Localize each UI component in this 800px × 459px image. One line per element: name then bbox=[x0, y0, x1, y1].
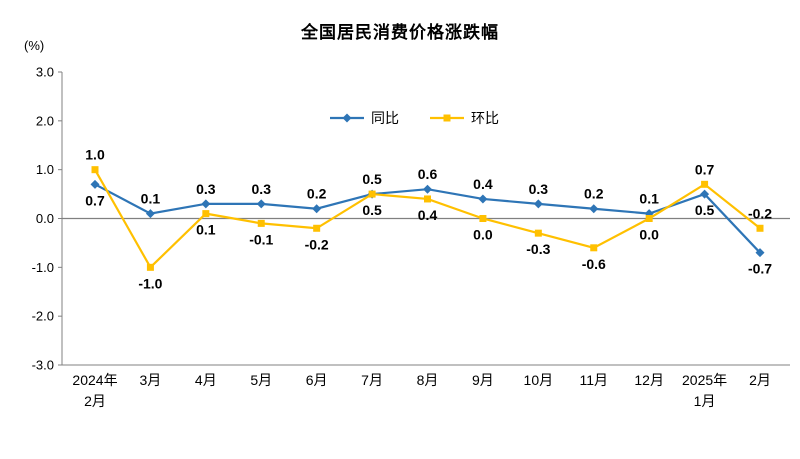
marker-diamond bbox=[755, 248, 765, 258]
marker-diamond bbox=[589, 204, 599, 214]
marker-square bbox=[91, 166, 99, 174]
data-label: 0.5 bbox=[362, 202, 382, 218]
y-tick-label: 0.0 bbox=[36, 211, 54, 226]
marker-square bbox=[534, 229, 542, 237]
x-category-label: 10月 bbox=[524, 372, 554, 388]
marker-square bbox=[146, 263, 154, 271]
x-category-label: 2025年 bbox=[682, 372, 727, 388]
data-label: -0.7 bbox=[748, 261, 772, 277]
data-label: 0.3 bbox=[529, 181, 549, 197]
legend: 同比 环比 bbox=[330, 110, 499, 126]
x-category-label: 4月 bbox=[195, 372, 217, 388]
marker-square bbox=[701, 180, 709, 188]
data-label: 0.1 bbox=[196, 222, 216, 238]
x-category-label: 2月 bbox=[749, 372, 771, 388]
marker-square bbox=[368, 190, 376, 198]
data-label: -0.2 bbox=[305, 236, 329, 252]
marker-square bbox=[479, 215, 487, 222]
marker-square bbox=[424, 195, 431, 203]
data-label: -0.2 bbox=[748, 205, 772, 221]
data-label: 0.4 bbox=[418, 207, 438, 223]
data-label: 0.2 bbox=[584, 186, 604, 202]
marker-diamond bbox=[256, 199, 266, 209]
data-label: 0.6 bbox=[418, 166, 438, 182]
data-label: -0.6 bbox=[582, 256, 606, 272]
data-label: 0.1 bbox=[639, 191, 659, 207]
marker-square bbox=[202, 210, 210, 218]
marker-diamond bbox=[700, 189, 710, 199]
x-category-label: 12月 bbox=[634, 372, 664, 388]
legend-marker-square bbox=[443, 114, 451, 122]
marker-diamond bbox=[533, 199, 543, 209]
y-tick-label: 3.0 bbox=[36, 65, 54, 80]
data-label: -0.3 bbox=[526, 241, 550, 257]
y-tick-label: -3.0 bbox=[32, 358, 54, 373]
marker-square bbox=[313, 224, 321, 232]
data-label: 0.7 bbox=[85, 192, 105, 208]
marker-square bbox=[590, 244, 598, 252]
data-label: 0.4 bbox=[473, 176, 493, 192]
marker-diamond bbox=[312, 204, 322, 214]
data-label: 0.3 bbox=[252, 181, 272, 197]
x-category-label: 3月 bbox=[140, 372, 162, 388]
chart-title: 全国居民消费价格涨跌幅 bbox=[301, 23, 499, 42]
x-category-label: 2月 bbox=[84, 393, 106, 409]
x-category-label: 11月 bbox=[579, 372, 608, 388]
marker-diamond bbox=[201, 199, 211, 209]
marker-diamond bbox=[145, 209, 155, 219]
x-category-label: 9月 bbox=[472, 372, 494, 388]
legend-marker-diamond bbox=[342, 113, 352, 123]
data-label: 0.7 bbox=[695, 161, 715, 177]
data-label: 0.2 bbox=[307, 186, 327, 202]
data-label: -0.1 bbox=[249, 231, 273, 247]
x-category-label: 5月 bbox=[250, 372, 272, 388]
marker-square bbox=[645, 215, 653, 222]
x-category-label: 1月 bbox=[694, 393, 716, 409]
data-label: -1.0 bbox=[138, 275, 162, 291]
x-category-label: 7月 bbox=[361, 372, 383, 388]
marker-square bbox=[257, 219, 265, 227]
data-label: 0.5 bbox=[362, 171, 382, 187]
data-label: 0.0 bbox=[473, 227, 493, 243]
data-label: 1.0 bbox=[85, 147, 105, 163]
data-label: 0.3 bbox=[196, 181, 216, 197]
x-category-label: 8月 bbox=[417, 372, 439, 388]
marker-diamond bbox=[478, 194, 488, 204]
marker-diamond bbox=[90, 179, 100, 189]
data-label: 0.1 bbox=[141, 191, 161, 207]
y-tick-label: -2.0 bbox=[32, 309, 54, 324]
marker-diamond bbox=[423, 184, 432, 194]
y-axis-unit-label: (%) bbox=[24, 38, 45, 53]
legend-label-0: 同比 bbox=[371, 110, 399, 126]
y-tick-label: 2.0 bbox=[36, 113, 54, 128]
data-label: 0.0 bbox=[639, 227, 659, 243]
x-category-label: 2024年 bbox=[72, 372, 117, 388]
legend-label-1: 环比 bbox=[471, 110, 499, 126]
marker-square bbox=[756, 224, 764, 232]
y-tick-label: 1.0 bbox=[36, 162, 54, 177]
x-category-label: 6月 bbox=[306, 372, 328, 388]
y-tick-label: -1.0 bbox=[32, 260, 54, 275]
data-label: 0.5 bbox=[695, 202, 715, 218]
